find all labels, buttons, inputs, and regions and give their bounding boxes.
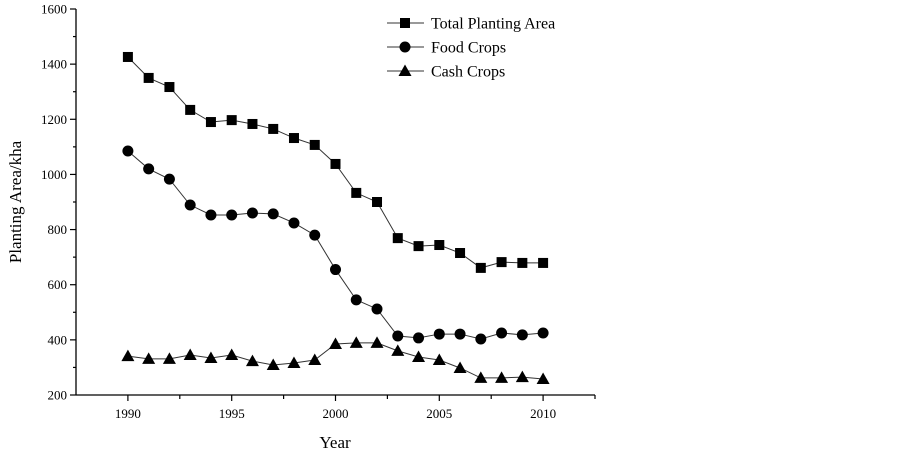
data-point xyxy=(226,209,238,221)
data-point xyxy=(309,229,321,241)
x-tick-label: 2005 xyxy=(426,406,452,421)
data-point xyxy=(266,358,280,370)
data-point xyxy=(267,208,279,220)
legend-label: Cash Crops xyxy=(431,64,505,81)
data-point xyxy=(122,51,133,62)
data-point xyxy=(185,104,196,115)
y-tick-label: 1000 xyxy=(41,167,67,182)
legend-item: Cash Crops xyxy=(387,64,505,81)
data-point xyxy=(247,118,258,129)
y-tick-label: 200 xyxy=(48,388,68,403)
data-point xyxy=(432,353,446,365)
series-total-planting-area xyxy=(122,51,549,273)
x-tick-label: 2010 xyxy=(530,406,556,421)
data-point xyxy=(205,117,216,128)
data-point xyxy=(495,371,509,383)
data-point xyxy=(225,348,239,361)
data-point xyxy=(309,139,320,150)
y-tick-label: 800 xyxy=(48,222,68,237)
data-point xyxy=(122,145,134,157)
x-tick-label: 2000 xyxy=(323,406,349,421)
data-point xyxy=(475,333,487,345)
data-point xyxy=(288,133,299,144)
x-axis-title: Year xyxy=(319,433,351,452)
data-point xyxy=(413,332,425,344)
data-point xyxy=(453,361,467,373)
data-point xyxy=(392,233,403,244)
data-point xyxy=(268,123,279,134)
data-point xyxy=(349,336,363,348)
data-point xyxy=(288,217,300,229)
data-point xyxy=(391,344,405,356)
x-tick-label: 1990 xyxy=(115,406,141,421)
legend-item: Total Planting Area xyxy=(387,16,555,33)
legend-marker xyxy=(399,41,411,53)
data-point xyxy=(350,294,362,306)
data-point xyxy=(351,187,362,198)
axes: 200 400 600 800 1000 1200 1400 1600 1990 1995 2000… xyxy=(41,2,596,421)
data-point xyxy=(143,72,154,83)
series-group xyxy=(121,51,550,385)
series-line xyxy=(127,150,544,340)
data-point xyxy=(370,336,384,348)
legend-label: Total Planting Area xyxy=(431,16,555,33)
data-point xyxy=(226,115,237,126)
y-tick-label: 600 xyxy=(48,277,68,292)
y-tick-label: 1600 xyxy=(41,2,67,17)
legend: Total Planting Area Food Crops Cash Crops xyxy=(387,16,555,81)
data-point xyxy=(204,351,218,364)
data-point xyxy=(517,257,528,268)
data-point xyxy=(455,248,466,259)
data-point xyxy=(121,349,135,362)
data-point xyxy=(329,337,342,349)
legend-marker xyxy=(398,64,412,76)
y-tick-label: 1400 xyxy=(41,57,67,72)
legend-item: Food Crops xyxy=(387,40,506,57)
legend-marker xyxy=(400,18,410,28)
legend-label: Food Crops xyxy=(431,40,506,57)
data-point xyxy=(496,257,507,268)
data-point xyxy=(142,352,156,364)
data-point xyxy=(371,303,383,315)
data-point xyxy=(434,240,445,251)
data-point xyxy=(164,82,175,93)
data-point xyxy=(536,372,550,385)
data-point xyxy=(183,348,197,361)
data-point xyxy=(475,262,486,273)
data-point xyxy=(308,353,322,365)
data-point xyxy=(372,197,383,207)
data-point xyxy=(143,163,155,175)
data-point xyxy=(287,356,301,369)
data-point xyxy=(515,370,529,383)
data-point xyxy=(474,371,488,383)
series-food-crops xyxy=(122,145,549,345)
y-tick-label: 1200 xyxy=(41,112,67,127)
data-point xyxy=(538,257,549,268)
data-point xyxy=(433,328,445,340)
data-point xyxy=(516,329,528,341)
x-tick-label: 1995 xyxy=(219,406,245,421)
data-point xyxy=(496,327,508,339)
data-point xyxy=(205,209,217,221)
data-point xyxy=(245,354,259,367)
data-point xyxy=(330,264,341,276)
data-point xyxy=(184,199,196,211)
data-point xyxy=(246,207,258,219)
series-cash-crops xyxy=(121,336,550,385)
data-point xyxy=(392,330,404,342)
data-point xyxy=(454,328,466,340)
data-point xyxy=(537,327,549,339)
data-point xyxy=(412,350,426,362)
y-axis-title: Planting Area/kha xyxy=(6,140,25,263)
data-point xyxy=(163,173,175,185)
data-point xyxy=(330,158,341,169)
data-point xyxy=(413,241,424,252)
data-point xyxy=(162,352,176,364)
y-tick-label: 400 xyxy=(48,332,68,347)
